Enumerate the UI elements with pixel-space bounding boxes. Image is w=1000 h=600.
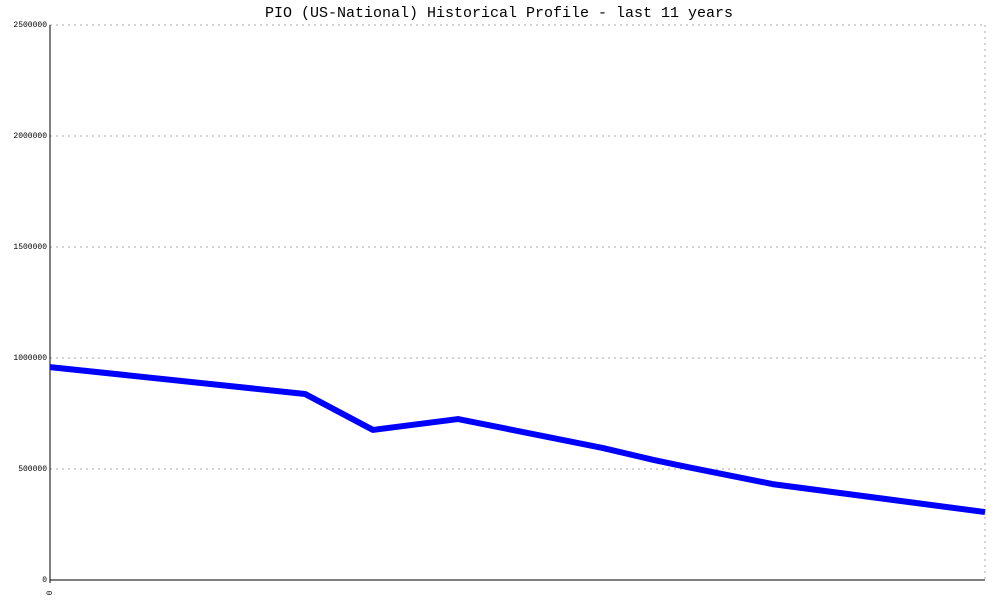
y-tick-label: 500000 [18, 465, 47, 474]
y-tick-label: 2000000 [13, 132, 47, 141]
y-tick-label: 1000000 [13, 354, 47, 363]
chart-title: PIO (US-National) Historical Profile - l… [265, 5, 733, 22]
y-tick-label: 2500000 [13, 21, 47, 30]
data-line [49, 364, 986, 516]
x-tick-label: 0 [46, 590, 55, 595]
y-tick-label: 1500000 [13, 243, 47, 252]
y-tick-label: 0 [42, 576, 47, 585]
